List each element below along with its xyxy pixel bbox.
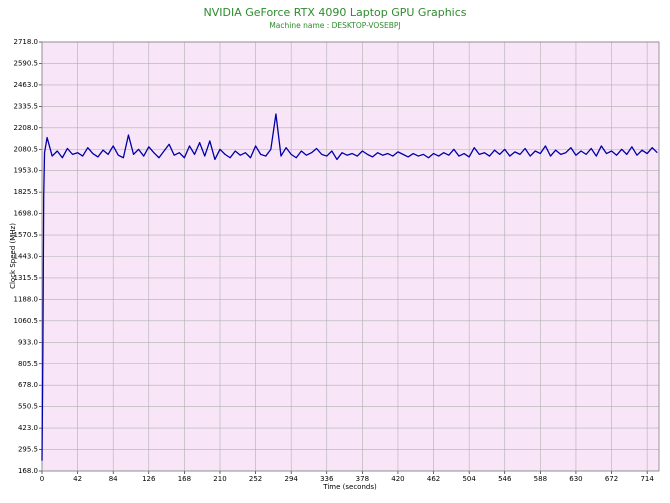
y-tick-label: 1953.0 [14, 167, 39, 175]
x-tick-label: 714 [640, 475, 654, 483]
x-tick-label: 420 [391, 475, 404, 483]
y-tick-label: 1315.5 [14, 274, 39, 282]
y-tick-label: 1698.0 [14, 210, 39, 218]
y-tick-label: 2208.0 [14, 124, 39, 132]
x-tick-label: 630 [569, 475, 582, 483]
x-tick-label: 672 [605, 475, 618, 483]
y-tick-label: 805.5 [18, 360, 38, 368]
x-tick-label: 168 [178, 475, 191, 483]
y-tick-label: 1825.5 [14, 188, 39, 196]
y-tick-label: 2590.5 [14, 59, 39, 67]
data-line [41, 113, 658, 461]
chart-subtitle: Machine name : DESKTOP-VOSEBPJ [269, 21, 400, 30]
x-tick-label: 462 [427, 475, 440, 483]
y-tick-label: 2718.0 [14, 38, 39, 46]
y-tick-label: 1443.0 [14, 253, 39, 261]
y-tick-label: 1188.0 [14, 295, 39, 303]
x-tick-label: 126 [142, 475, 156, 483]
y-tick-label: 1060.5 [14, 317, 39, 325]
y-tick-label: 168.0 [18, 467, 38, 475]
x-tick-label: 378 [356, 475, 369, 483]
y-tick-label: 2080.5 [14, 145, 39, 153]
y-axis-label: Clock Speed (MHz) [9, 223, 17, 289]
y-tick-label: 550.5 [18, 403, 38, 411]
y-tick-label: 678.0 [18, 381, 38, 389]
x-tick-label: 588 [534, 475, 547, 483]
chart-title: NVIDIA GeForce RTX 4090 Laptop GPU Graph… [203, 6, 466, 19]
x-tick-label: 504 [462, 475, 476, 483]
y-tick-label: 423.0 [18, 424, 38, 432]
x-tick-label: 252 [249, 475, 262, 483]
x-tick-label: 294 [284, 475, 298, 483]
y-tick-label: 1570.5 [14, 231, 39, 239]
y-tick-label: 2463.0 [14, 81, 39, 89]
x-tick-label: 0 [40, 475, 44, 483]
x-tick-label: 210 [213, 475, 226, 483]
x-tick-label: 336 [320, 475, 334, 483]
x-tick-label: 42 [73, 475, 82, 483]
x-axis-label: Time (seconds) [322, 483, 377, 491]
y-tick-label: 295.5 [18, 446, 38, 454]
x-tick-label: 546 [498, 475, 512, 483]
x-tick-label: 84 [109, 475, 118, 483]
y-tick-label: 2335.5 [14, 102, 39, 110]
plot-frame [41, 41, 660, 472]
y-tick-label: 933.0 [18, 338, 38, 346]
